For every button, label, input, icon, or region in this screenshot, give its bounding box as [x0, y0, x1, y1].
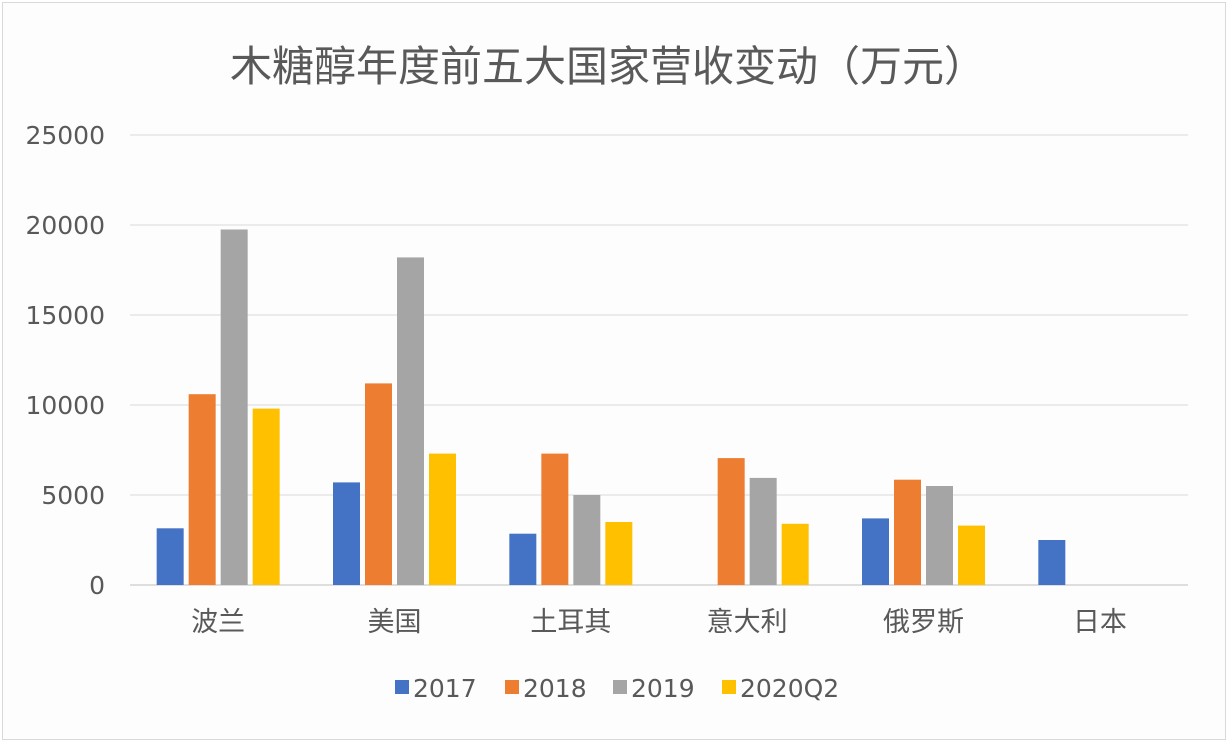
legend-swatch-2019 — [613, 680, 627, 694]
legend-swatch-2017 — [395, 680, 409, 694]
legend-label: 2020Q2 — [740, 674, 839, 703]
y-tick-label: 25000 — [25, 121, 105, 150]
x-category-label: 土耳其 — [530, 607, 611, 638]
bar-2018-俄罗斯 — [894, 479, 921, 585]
x-category-label: 意大利 — [707, 607, 788, 638]
x-category-label: 俄罗斯 — [883, 607, 964, 638]
y-tick-label: 20000 — [25, 211, 105, 240]
x-category-label: 美国 — [368, 607, 422, 638]
bar-2020Q2-土耳其 — [605, 522, 633, 585]
legend-label: 2019 — [631, 674, 695, 703]
bar-2018-波兰 — [188, 394, 216, 585]
bar-2020Q2-意大利 — [781, 523, 809, 585]
legend-swatch-2020Q2 — [722, 680, 736, 694]
bar-2017-俄罗斯 — [862, 518, 889, 585]
y-tick-label: 0 — [89, 571, 105, 600]
bar-2019-美国 — [397, 257, 424, 585]
bar-2017-波兰 — [156, 528, 184, 585]
bar-2019-意大利 — [749, 477, 777, 585]
legend-label: 2017 — [413, 674, 477, 703]
legend-label: 2018 — [523, 674, 587, 703]
legend-swatch-2018 — [505, 680, 519, 694]
bar-2017-土耳其 — [509, 533, 537, 585]
y-tick-label: 5000 — [41, 481, 105, 510]
bar-2018-美国 — [365, 383, 392, 585]
bar-2020Q2-波兰 — [252, 408, 280, 585]
bar-2020Q2-俄罗斯 — [958, 525, 985, 585]
y-tick-label: 10000 — [25, 391, 105, 420]
bar-2017-日本 — [1038, 540, 1066, 585]
bar-2018-土耳其 — [541, 453, 569, 585]
bar-2019-俄罗斯 — [926, 486, 953, 585]
bar-2019-土耳其 — [573, 495, 601, 585]
y-tick-label: 15000 — [25, 301, 105, 330]
chart-title: 木糖醇年度前五大国家营收变动（万元） — [229, 42, 986, 91]
x-category-label: 日本 — [1073, 607, 1127, 638]
bar-2017-美国 — [333, 482, 360, 585]
bar-2019-波兰 — [220, 229, 248, 585]
bar-2018-意大利 — [717, 458, 745, 585]
x-category-label: 波兰 — [191, 607, 245, 638]
bar-2020Q2-美国 — [429, 453, 456, 585]
